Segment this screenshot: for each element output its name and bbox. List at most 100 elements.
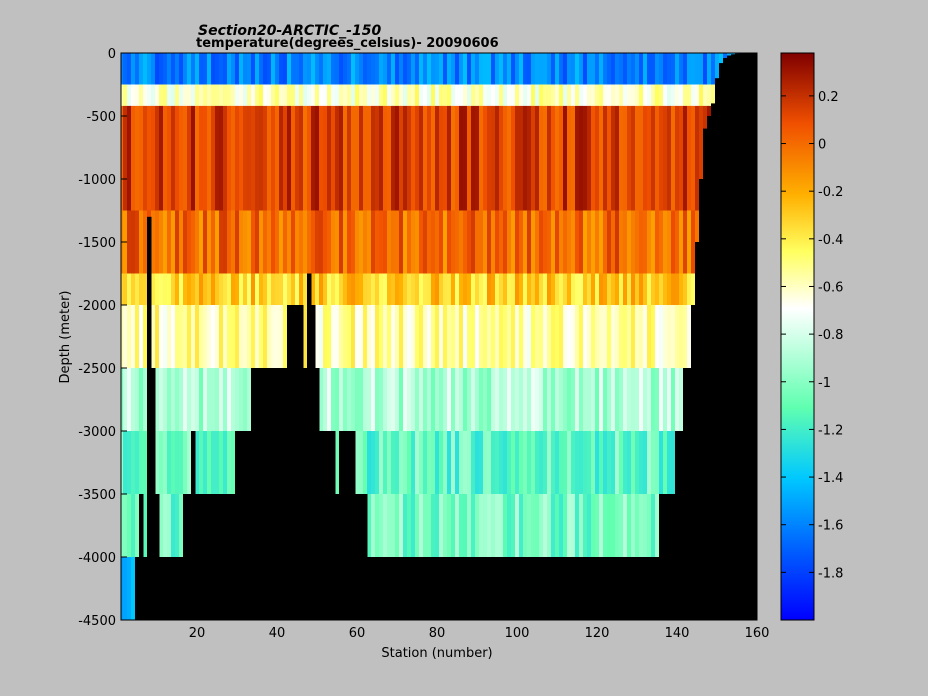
heatmap-cell: [135, 305, 140, 368]
heatmap-cell: [547, 105, 552, 211]
heatmap-cell: [147, 84, 152, 106]
heatmap-cell: [123, 494, 128, 557]
heatmap-cell: [143, 431, 148, 494]
seafloor-column: [283, 368, 288, 620]
heatmap-cell: [563, 53, 568, 85]
heatmap-cell: [387, 210, 392, 274]
heatmap-cell: [447, 305, 452, 368]
heatmap-cell: [511, 431, 516, 494]
heatmap-cell: [207, 210, 212, 274]
heatmap-cell: [331, 84, 336, 106]
heatmap-cell: [351, 368, 356, 431]
heatmap-cell: [355, 53, 360, 85]
seafloor-column: [287, 305, 292, 620]
heatmap-cell: [403, 273, 408, 305]
heatmap-cell: [535, 53, 540, 85]
heatmap-cell: [515, 53, 520, 85]
heatmap-cell: [175, 84, 180, 106]
heatmap-cell: [191, 368, 196, 431]
heatmap-cell: [351, 53, 356, 85]
heatmap-cell: [603, 84, 608, 106]
heatmap-cell: [395, 273, 400, 305]
heatmap-cell: [639, 305, 644, 368]
heatmap-cell: [411, 210, 416, 274]
heatmap-cell: [431, 305, 436, 368]
heatmap-cell: [459, 431, 464, 494]
heatmap-cell: [191, 305, 196, 368]
seafloor-column: [191, 431, 196, 620]
heatmap-cell: [627, 273, 632, 305]
heatmap-cell: [459, 273, 464, 305]
heatmap-cell: [171, 53, 176, 85]
seafloor-column: [375, 557, 380, 620]
heatmap-cell: [183, 368, 188, 431]
heatmap-cell: [431, 431, 436, 494]
heatmap-cell: [327, 53, 332, 85]
heatmap-cell: [347, 210, 352, 274]
heatmap-cell: [195, 273, 200, 305]
heatmap-cell: [127, 431, 132, 494]
heatmap-cell: [235, 210, 240, 274]
heatmap-cell: [619, 273, 624, 305]
seafloor-column: [139, 494, 144, 620]
heatmap-cell: [131, 431, 136, 494]
heatmap-cell: [175, 494, 180, 557]
heatmap-cell: [263, 53, 268, 85]
heatmap-cell: [487, 431, 492, 494]
heatmap-cell: [375, 368, 380, 431]
heatmap-cell: [671, 53, 676, 85]
seafloor-column: [303, 368, 308, 620]
seafloor-column: [623, 557, 628, 620]
heatmap-cell: [559, 273, 564, 305]
heatmap-cell: [671, 210, 676, 274]
heatmap-cell: [459, 210, 464, 274]
heatmap-cell: [231, 84, 236, 106]
heatmap-cell: [403, 494, 408, 557]
heatmap-cell: [483, 368, 488, 431]
seafloor-column: [751, 53, 756, 620]
heatmap-cell: [411, 105, 416, 211]
heatmap-cell: [479, 431, 484, 494]
heatmap-cell: [443, 494, 448, 557]
colorbar: [780, 52, 815, 621]
heatmap-cell: [171, 305, 176, 368]
heatmap-cell: [419, 368, 424, 431]
heatmap-cell: [599, 105, 604, 211]
heatmap-cell: [443, 431, 448, 494]
seafloor-column: [339, 431, 344, 620]
heatmap-cell: [191, 105, 196, 211]
heatmap-cell: [647, 494, 652, 557]
heatmap-cell: [483, 210, 488, 274]
heatmap-cell: [663, 210, 668, 274]
heatmap-cell: [203, 105, 208, 211]
y-tick-label: -3000: [78, 425, 116, 440]
heatmap-cell: [131, 105, 136, 211]
heatmap-cell: [631, 53, 636, 85]
heatmap-cell: [655, 84, 660, 106]
heatmap-cell: [607, 105, 612, 211]
heatmap-cell: [391, 53, 396, 85]
heatmap-cell: [591, 431, 596, 494]
heatmap-cell: [355, 431, 360, 494]
heatmap-cell: [379, 273, 384, 305]
heatmap-cell: [615, 273, 620, 305]
seafloor-column: [179, 557, 184, 620]
seafloor-column: [639, 557, 644, 620]
heatmap-cell: [451, 210, 456, 274]
y-tick-label: -1000: [78, 173, 116, 188]
heatmap-cell: [315, 84, 320, 106]
y-axis-label: Depth (meter): [58, 291, 73, 384]
seafloor-column: [619, 557, 624, 620]
heatmap-cell: [283, 84, 288, 106]
heatmap-cell: [523, 53, 528, 85]
heatmap-cell: [495, 105, 500, 211]
heatmap-cell: [567, 431, 572, 494]
heatmap-cell: [523, 84, 528, 106]
seafloor-column: [387, 557, 392, 620]
heatmap-cell: [411, 273, 416, 305]
heatmap-cell: [227, 431, 232, 494]
heatmap-cell: [651, 210, 656, 274]
heatmap-cell: [531, 368, 536, 431]
heatmap-cell: [603, 305, 608, 368]
heatmap-cell: [523, 273, 528, 305]
